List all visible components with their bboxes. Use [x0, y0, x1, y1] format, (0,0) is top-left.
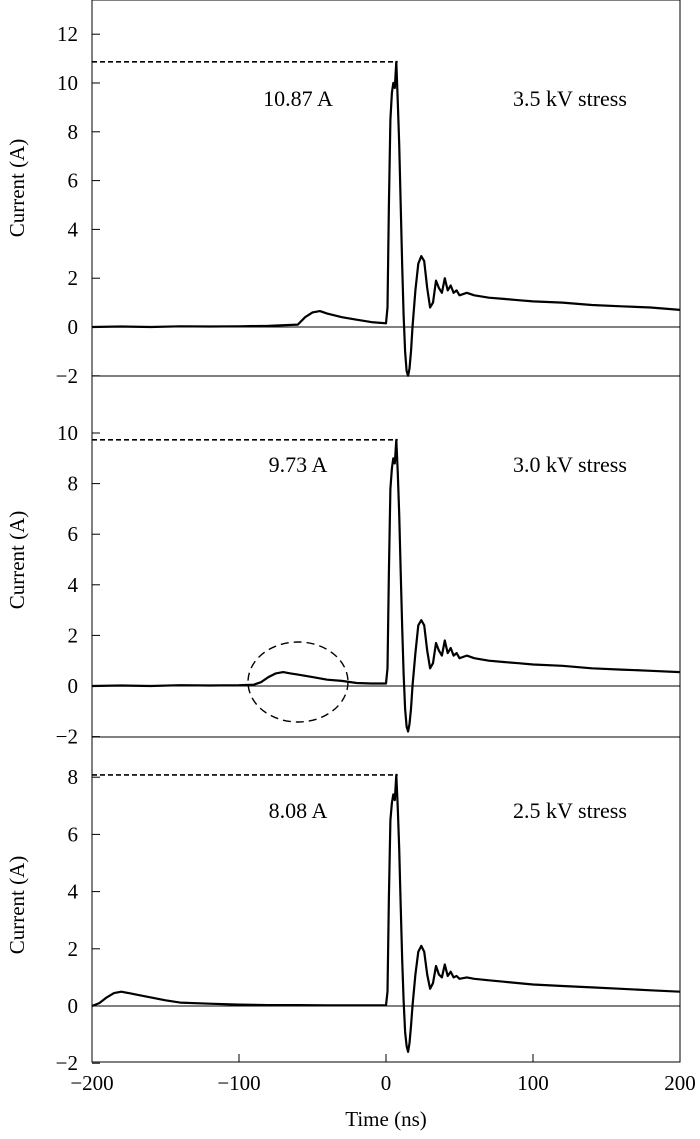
x-tick-label: −100 [217, 1071, 260, 1095]
y-tick-label: 4 [68, 217, 79, 241]
y-tick-label: 0 [68, 674, 79, 698]
current-trace [91, 438, 681, 733]
y-tick-label: 4 [68, 573, 79, 597]
peak-label: 8.08 A [269, 798, 328, 823]
x-tick-label: 100 [517, 1071, 549, 1095]
y-axis-label: Current (A) [5, 856, 29, 955]
current-trace [91, 773, 681, 1053]
condition-label: 3.5 kV stress [513, 86, 627, 111]
x-tick-label: 0 [381, 1071, 392, 1095]
y-tick-label: 4 [68, 880, 79, 904]
condition-label: 2.5 kV stress [513, 798, 627, 823]
y-tick-label: −2 [56, 1051, 78, 1075]
y-tick-label: −2 [56, 364, 78, 388]
y-tick-label: 8 [68, 765, 79, 789]
x-axis-label: Time (ns) [345, 1107, 427, 1131]
x-tick-label: −200 [70, 1071, 113, 1095]
y-tick-label: 8 [68, 472, 79, 496]
y-axis-tick-labels: −2 0 2 4 6 8 [56, 765, 79, 1075]
y-tick-label: 2 [68, 623, 79, 647]
y-tick-label: 6 [68, 822, 79, 846]
condition-label: 3.0 kV stress [513, 452, 627, 477]
y-tick-label: 10 [57, 421, 78, 445]
y-tick-label: −2 [56, 725, 78, 749]
panel-3-5kv: 10.87 A 3.5 kV stress Current (A) −2 0 2 4 6… [5, 0, 681, 388]
y-tick-label: 2 [68, 266, 79, 290]
y-tick-label: 2 [68, 937, 79, 961]
y-axis-label: Current (A) [5, 139, 29, 238]
y-tick-label: 0 [68, 994, 79, 1018]
y-tick-label: 10 [57, 71, 78, 95]
y-tick-label: 12 [57, 22, 78, 46]
peak-label: 9.73 A [269, 452, 328, 477]
x-axis: −200 −100 0 100 200 Time (ns) [70, 1054, 696, 1131]
y-axis-ticks [92, 33, 100, 377]
y-tick-label: 8 [68, 120, 79, 144]
y-tick-label: 0 [68, 315, 79, 339]
y-tick-label: 6 [68, 522, 79, 546]
panel-3-0kv: 9.73 A 3.0 kV stress Current (A) −2 0 2 4 6 8… [5, 375, 681, 749]
x-tick-label: 200 [664, 1071, 696, 1095]
x-axis-ticks [91, 1054, 681, 1062]
y-axis-tick-labels: −2 0 2 4 6 8 10 12 [56, 22, 79, 388]
panel-2-5kv: 8.08 A 2.5 kV stress Current (A) −2 0 2 4 6 8 [5, 736, 681, 1075]
y-axis-ticks [92, 432, 100, 738]
y-axis-ticks [92, 776, 100, 1064]
y-axis-tick-labels: −2 0 2 4 6 8 10 [56, 421, 79, 749]
y-tick-label: 6 [68, 169, 79, 193]
plot-frame [91, 736, 681, 1063]
peak-label: 10.87 A [263, 86, 333, 111]
y-axis-label: Current (A) [5, 511, 29, 610]
